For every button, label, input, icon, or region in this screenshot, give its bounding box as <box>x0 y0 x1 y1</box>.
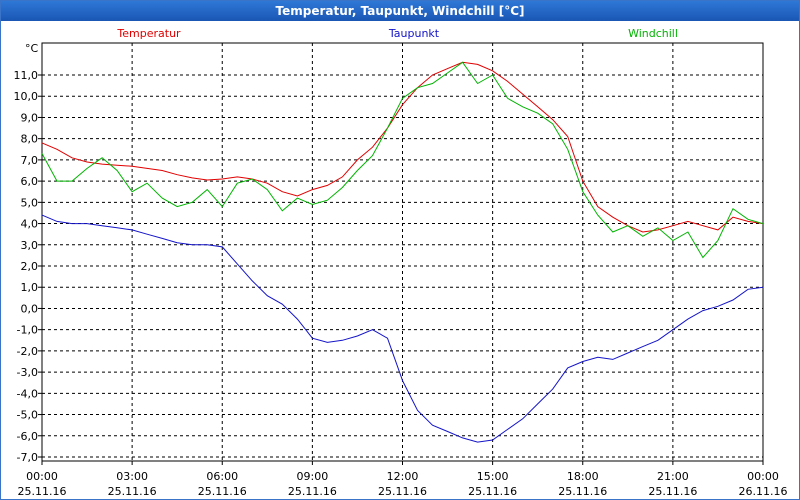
y-tick-label: -7,0 <box>17 451 38 464</box>
window-title: Temperatur, Taupunkt, Windchill [°C] <box>1 1 799 21</box>
x-tick-date-label: 26.11.16 <box>739 485 788 498</box>
x-tick-time-label: 21:00 <box>657 470 689 483</box>
y-tick-label: -3,0 <box>17 366 38 379</box>
x-tick-date-label: 25.11.16 <box>558 485 607 498</box>
y-tick-label: 10,0 <box>14 90 39 103</box>
y-tick-label: 0,0 <box>21 302 39 315</box>
x-tick-date-label: 25.11.16 <box>18 485 67 498</box>
y-tick-label: 3,0 <box>21 239 39 252</box>
series-line-taupunkt <box>41 214 764 443</box>
y-tick-label: -6,0 <box>17 430 38 443</box>
y-tick-label: 11,0 <box>14 69 39 82</box>
x-tick-date-label: 25.11.16 <box>648 485 697 498</box>
y-tick-label: -4,0 <box>17 387 38 400</box>
x-tick-time-label: 00:00 <box>26 470 58 483</box>
y-tick-label: 7,0 <box>21 154 39 167</box>
y-tick-label: -5,0 <box>17 409 38 422</box>
y-axis-unit-label: °C <box>25 42 39 55</box>
legend: Temperatur Taupunkt Windchill <box>116 27 678 40</box>
legend-entry-taupunkt: Taupunkt <box>388 27 440 40</box>
y-tick-label: 1,0 <box>21 281 39 294</box>
y-tick-label: -2,0 <box>17 345 38 358</box>
x-tick-time-label: 18:00 <box>567 470 599 483</box>
x-tick-date-label: 25.11.16 <box>468 485 517 498</box>
legend-entry-temperatur: Temperatur <box>116 27 181 40</box>
y-tick-label: 8,0 <box>21 133 39 146</box>
legend-entry-windchill: Windchill <box>628 27 678 40</box>
y-tick-labels: 11,0 10,0 9,0 8,0 7,0 6,0 5,0 4,0 3,0 2,0 1,0 0,0 -1… <box>14 69 39 464</box>
series-line-temperatur <box>41 61 764 233</box>
series-lines <box>41 61 764 443</box>
x-tick-time-label: 00:00 <box>747 470 779 483</box>
x-tick-labels: 00:00 25.11.16 03:00 25.11.16 06:00 25.11.16 0… <box>18 470 788 498</box>
y-tick-label: 6,0 <box>21 175 39 188</box>
y-tick-label: 9,0 <box>21 111 39 124</box>
x-tick-date-label: 25.11.16 <box>288 485 337 498</box>
plot-frame <box>41 42 764 462</box>
x-tick-time-label: 06:00 <box>206 470 238 483</box>
y-tick-label: 2,0 <box>21 260 39 273</box>
y-tick-label: 4,0 <box>21 218 39 231</box>
x-tick-time-label: 09:00 <box>297 470 329 483</box>
x-tick-date-label: 25.11.16 <box>198 485 247 498</box>
x-tick-date-label: 25.11.16 <box>378 485 427 498</box>
grid-lines <box>38 43 764 465</box>
y-tick-label: -1,0 <box>17 324 38 337</box>
y-tick-label: 5,0 <box>21 196 39 209</box>
x-tick-date-label: 25.11.16 <box>108 485 157 498</box>
x-tick-time-label: 03:00 <box>116 470 148 483</box>
series-line-windchill <box>41 61 764 259</box>
x-tick-time-label: 15:00 <box>477 470 509 483</box>
x-tick-time-label: 12:00 <box>387 470 419 483</box>
